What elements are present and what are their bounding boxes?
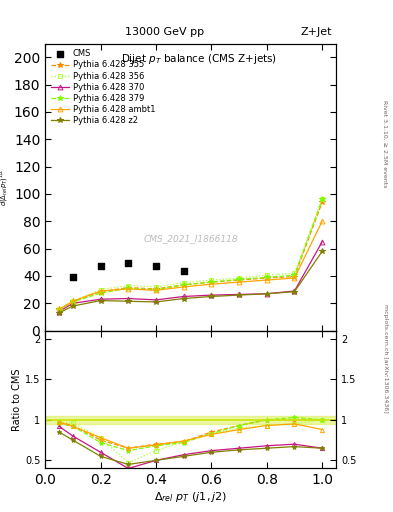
Pythia 6.428 z2 — [57, 310, 61, 316]
Pythia 6.428 ambt1 — [292, 275, 297, 281]
Pythia 6.428 356 — [237, 275, 241, 281]
Pythia 6.428 z2 — [181, 295, 186, 302]
Pythia 6.428 379 — [237, 276, 241, 283]
Text: Z+Jet: Z+Jet — [301, 27, 332, 37]
Pythia 6.428 355 — [209, 279, 214, 285]
Pythia 6.428 379 — [209, 279, 214, 285]
Pythia 6.428 ambt1 — [70, 298, 75, 304]
Pythia 6.428 379 — [320, 196, 325, 202]
Pythia 6.428 z2 — [264, 291, 269, 297]
Text: CMS_2021_I1866118: CMS_2021_I1866118 — [143, 234, 238, 243]
CMS — [153, 262, 159, 270]
Pythia 6.428 355 — [264, 275, 269, 281]
Pythia 6.428 379 — [98, 290, 103, 296]
Text: Dijet $p_T$ balance (CMS Z+jets): Dijet $p_T$ balance (CMS Z+jets) — [121, 52, 277, 66]
Line: Pythia 6.428 355: Pythia 6.428 355 — [56, 199, 325, 312]
Pythia 6.428 379 — [57, 307, 61, 313]
Pythia 6.428 370 — [292, 288, 297, 294]
Bar — [45, 416, 336, 424]
Pythia 6.428 ambt1 — [98, 288, 103, 294]
Pythia 6.428 370 — [98, 296, 103, 302]
Pythia 6.428 355 — [292, 273, 297, 280]
Line: Pythia 6.428 ambt1: Pythia 6.428 ambt1 — [57, 219, 325, 312]
Pythia 6.428 355 — [126, 285, 130, 291]
Pythia 6.428 379 — [181, 282, 186, 288]
Pythia 6.428 356 — [264, 272, 269, 279]
Legend: CMS, Pythia 6.428 355, Pythia 6.428 356, Pythia 6.428 370, Pythia 6.428 379, Pyt: CMS, Pythia 6.428 355, Pythia 6.428 356,… — [48, 47, 158, 127]
Line: Pythia 6.428 356: Pythia 6.428 356 — [57, 197, 325, 312]
X-axis label: $\Delta_{rel}\ p_T\ (j1,j2)$: $\Delta_{rel}\ p_T\ (j1,j2)$ — [154, 490, 227, 504]
Pythia 6.428 356 — [57, 306, 61, 312]
Pythia 6.428 z2 — [154, 299, 158, 305]
Pythia 6.428 379 — [154, 287, 158, 293]
Pythia 6.428 355 — [320, 199, 325, 205]
Pythia 6.428 z2 — [237, 292, 241, 298]
Pythia 6.428 ambt1 — [320, 218, 325, 224]
Pythia 6.428 356 — [320, 196, 325, 202]
Pythia 6.428 356 — [70, 298, 75, 304]
Pythia 6.428 z2 — [209, 293, 214, 300]
Line: Pythia 6.428 z2: Pythia 6.428 z2 — [56, 248, 325, 316]
Pythia 6.428 356 — [98, 287, 103, 293]
Pythia 6.428 ambt1 — [181, 284, 186, 290]
CMS — [70, 273, 76, 282]
Pythia 6.428 z2 — [292, 289, 297, 295]
Pythia 6.428 ambt1 — [209, 281, 214, 287]
Pythia 6.428 356 — [181, 280, 186, 286]
Y-axis label: $\frac{d\sigma}{d(\Delta_{rel}p_T)^{1/2}}$: $\frac{d\sigma}{d(\Delta_{rel}p_T)^{1/2}… — [0, 168, 11, 206]
Pythia 6.428 z2 — [320, 248, 325, 254]
Pythia 6.428 ambt1 — [264, 277, 269, 283]
Pythia 6.428 355 — [154, 286, 158, 292]
Pythia 6.428 370 — [209, 292, 214, 298]
CMS — [125, 259, 131, 267]
Pythia 6.428 370 — [154, 297, 158, 303]
Pythia 6.428 379 — [126, 285, 130, 291]
Pythia 6.428 379 — [264, 274, 269, 281]
Pythia 6.428 ambt1 — [57, 306, 61, 312]
Pythia 6.428 355 — [181, 282, 186, 288]
Pythia 6.428 ambt1 — [126, 286, 130, 292]
Pythia 6.428 z2 — [98, 297, 103, 304]
Pythia 6.428 370 — [70, 300, 75, 306]
Pythia 6.428 355 — [237, 277, 241, 283]
Pythia 6.428 ambt1 — [237, 279, 241, 285]
Pythia 6.428 356 — [154, 284, 158, 290]
Pythia 6.428 370 — [264, 291, 269, 297]
Pythia 6.428 355 — [98, 289, 103, 295]
Pythia 6.428 355 — [70, 298, 75, 304]
Pythia 6.428 z2 — [70, 303, 75, 309]
Pythia 6.428 ambt1 — [154, 287, 158, 293]
Pythia 6.428 370 — [181, 293, 186, 300]
Pythia 6.428 356 — [292, 270, 297, 276]
Pythia 6.428 379 — [292, 272, 297, 279]
Line: Pythia 6.428 379: Pythia 6.428 379 — [56, 197, 325, 313]
Pythia 6.428 356 — [126, 283, 130, 289]
Pythia 6.428 370 — [237, 291, 241, 297]
Text: 13000 GeV pp: 13000 GeV pp — [125, 27, 205, 37]
Pythia 6.428 355 — [57, 306, 61, 312]
Y-axis label: Ratio to CMS: Ratio to CMS — [12, 368, 22, 431]
Line: Pythia 6.428 370: Pythia 6.428 370 — [57, 239, 325, 314]
Pythia 6.428 370 — [57, 308, 61, 314]
CMS — [180, 267, 187, 275]
Pythia 6.428 370 — [320, 239, 325, 245]
CMS — [97, 262, 104, 270]
Pythia 6.428 356 — [209, 277, 214, 283]
Text: Rivet 3.1.10, ≥ 2.5M events: Rivet 3.1.10, ≥ 2.5M events — [383, 100, 387, 187]
Text: mcplots.cern.ch [arXiv:1306.3436]: mcplots.cern.ch [arXiv:1306.3436] — [383, 304, 387, 413]
Pythia 6.428 370 — [126, 295, 130, 302]
Pythia 6.428 379 — [70, 299, 75, 305]
Pythia 6.428 z2 — [126, 298, 130, 304]
